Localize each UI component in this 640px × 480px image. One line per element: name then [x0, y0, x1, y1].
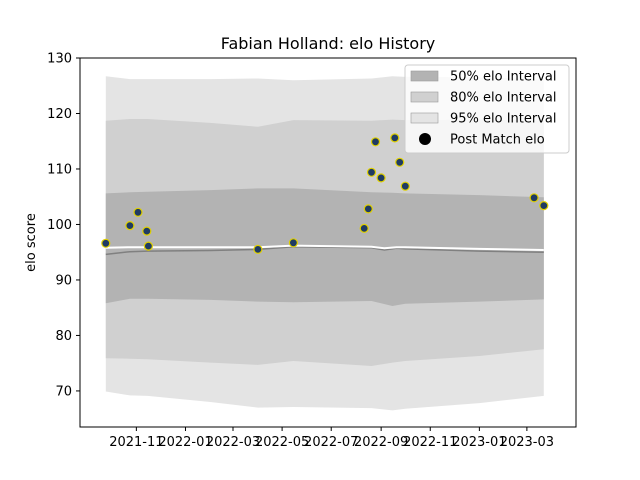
x-tick-label: 2022-03 — [206, 435, 260, 450]
interval-bands — [105, 76, 544, 411]
legend-swatch — [410, 91, 439, 103]
y-tick-label: 80 — [55, 329, 72, 344]
legend-label: 50% elo Interval — [450, 70, 557, 85]
post-match-point — [390, 133, 400, 143]
x-tick-label: 2023-03 — [500, 435, 554, 450]
median-line — [105, 245, 544, 256]
legend-label: 95% elo Interval — [450, 112, 557, 127]
post-match-point — [363, 204, 373, 214]
legend-swatch — [410, 70, 439, 82]
legend-label: Post Match elo — [450, 133, 545, 148]
legend-marker — [419, 133, 431, 145]
y-tick-label: 120 — [47, 107, 72, 122]
x-tick-label: 2023-01 — [452, 435, 506, 450]
post-match-point — [529, 193, 539, 203]
y-tick-label: 130 — [47, 52, 72, 67]
x-tick-label: 2022-01 — [158, 435, 212, 450]
post-match-point — [376, 173, 386, 183]
post-match-point — [370, 137, 381, 147]
legend-label: 80% elo Interval — [450, 91, 557, 106]
x-tick-label: 2022-11 — [403, 435, 457, 450]
y-tick-label: 110 — [47, 162, 72, 177]
x-tick-label: 2021-11 — [109, 435, 163, 450]
post-match-point — [143, 241, 153, 251]
legend-box — [404, 64, 570, 154]
chart-title: Fabian Holland: elo History — [221, 34, 436, 53]
post-match-point — [253, 244, 263, 254]
y-axis: 70 80 90 100 110 120 130 — [47, 52, 80, 399]
post-match-point — [101, 238, 111, 248]
post-match-point — [359, 223, 369, 233]
post-match-point — [288, 238, 298, 248]
plot-frame — [79, 57, 577, 428]
x-tick-label: 2022-05 — [255, 435, 309, 450]
y-tick-label: 100 — [47, 218, 72, 233]
post-match-point — [366, 167, 377, 177]
x-tick-label: 2022-07 — [304, 435, 358, 450]
x-axis: 2021-112022-012022-032022-052022-072022-… — [109, 427, 554, 450]
post-match-point — [133, 207, 143, 217]
y-tick-label: 90 — [55, 273, 72, 288]
y-axis-label: elo score — [24, 213, 39, 272]
post-match-point — [539, 201, 549, 211]
y-tick-label: 70 — [55, 384, 72, 399]
post-match-point — [125, 221, 135, 231]
legend-swatch — [410, 112, 439, 124]
post-match-point — [142, 226, 152, 236]
post-match-point — [395, 157, 405, 167]
x-tick-label: 2022-09 — [354, 435, 408, 450]
post-match-point — [400, 181, 410, 191]
legend: 50% elo Interval 80% elo Interval 95% elo … — [404, 64, 570, 154]
post-match-points — [101, 133, 549, 254]
